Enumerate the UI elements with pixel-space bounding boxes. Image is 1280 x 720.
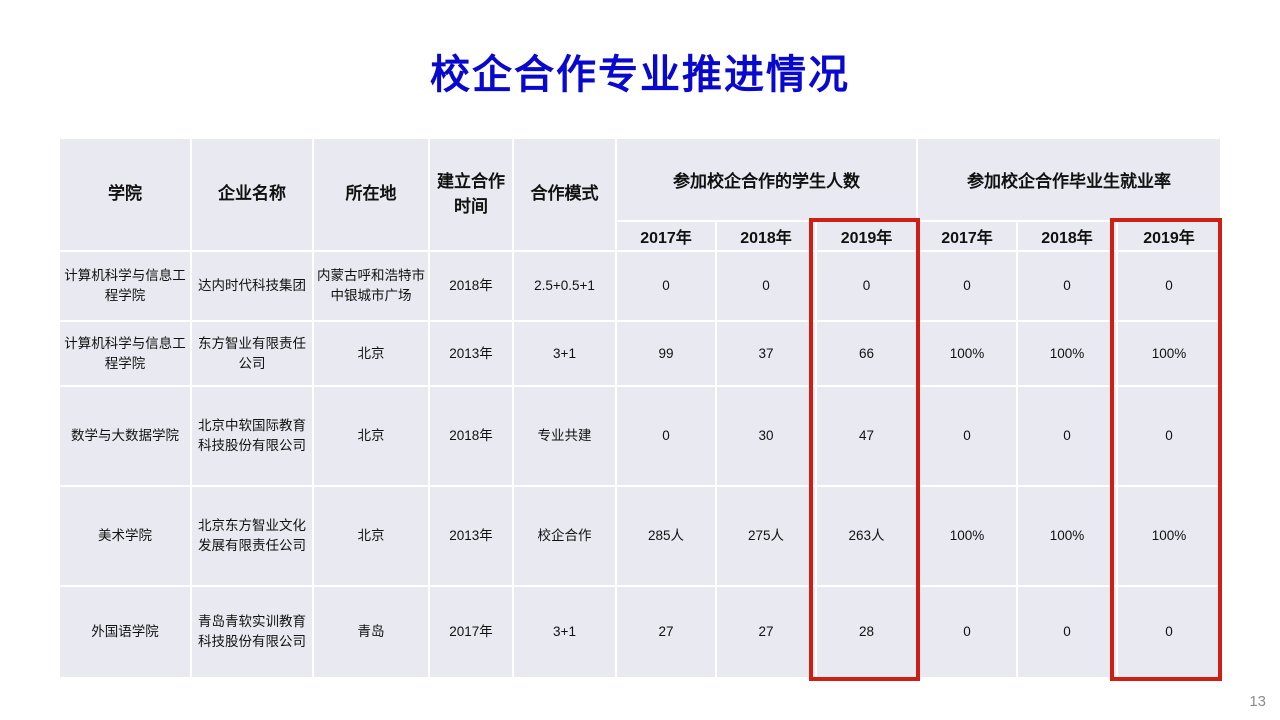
table-header: 学院 企业名称 所在地 建立合作时间 合作模式 参加校企合作的学生人数 参加校企… bbox=[58, 137, 1223, 252]
cell-employment-2019: 0 bbox=[1116, 385, 1223, 487]
table-row: 计算机科学与信息工程学院 东方智业有限责任公司 北京 2013年 3+1 99 … bbox=[58, 320, 1223, 387]
cell-employment-2018: 0 bbox=[1016, 585, 1119, 679]
cell-students-2018: 30 bbox=[715, 385, 817, 487]
cell-students-2019: 47 bbox=[814, 385, 919, 487]
col-header-college: 学院 bbox=[58, 137, 192, 252]
cell-employment-2019: 0 bbox=[1116, 250, 1223, 322]
cell-students-2018: 27 bbox=[715, 585, 817, 679]
cell-company: 北京中软国际教育科技股份有限公司 bbox=[190, 385, 314, 487]
cell-employment-2017: 0 bbox=[916, 585, 1019, 679]
cell-start-time: 2013年 bbox=[428, 485, 514, 587]
cell-company: 东方智业有限责任公司 bbox=[190, 320, 314, 387]
cell-start-time: 2018年 bbox=[428, 250, 514, 322]
col-header-location: 所在地 bbox=[312, 137, 430, 252]
cell-employment-2019: 100% bbox=[1116, 485, 1223, 587]
table-row: 外国语学院 青岛青软实训教育科技股份有限公司 青岛 2017年 3+1 27 2… bbox=[58, 585, 1223, 679]
cell-students-2019: 28 bbox=[814, 585, 919, 679]
year-header-employment-2017: 2017年 bbox=[916, 220, 1019, 252]
group-header-employment: 参加校企合作毕业生就业率 bbox=[916, 137, 1223, 222]
cell-mode: 3+1 bbox=[512, 585, 617, 679]
cell-college: 计算机科学与信息工程学院 bbox=[58, 250, 192, 322]
year-header-employment-2018: 2018年 bbox=[1016, 220, 1119, 252]
cell-location: 北京 bbox=[312, 385, 430, 487]
col-header-start-time: 建立合作时间 bbox=[428, 137, 514, 252]
cell-start-time: 2017年 bbox=[428, 585, 514, 679]
cell-company: 达内时代科技集团 bbox=[190, 250, 314, 322]
page-number: 13 bbox=[1249, 693, 1266, 710]
cell-students-2017: 27 bbox=[615, 585, 717, 679]
cell-employment-2019: 100% bbox=[1116, 320, 1223, 387]
table-row: 计算机科学与信息工程学院 达内时代科技集团 内蒙古呼和浩特市中银城市广场 201… bbox=[58, 250, 1223, 322]
year-header-students-2017: 2017年 bbox=[615, 220, 717, 252]
cell-employment-2018: 100% bbox=[1016, 320, 1119, 387]
col-header-mode: 合作模式 bbox=[512, 137, 617, 252]
cell-employment-2018: 0 bbox=[1016, 250, 1119, 322]
cell-students-2018: 275人 bbox=[715, 485, 817, 587]
cell-college: 外国语学院 bbox=[58, 585, 192, 679]
year-header-students-2019: 2019年 bbox=[814, 220, 919, 252]
cell-employment-2019: 0 bbox=[1116, 585, 1223, 679]
cell-employment-2018: 100% bbox=[1016, 485, 1119, 587]
cell-students-2017: 0 bbox=[615, 250, 717, 322]
cell-start-time: 2013年 bbox=[428, 320, 514, 387]
cooperation-table: 学院 企业名称 所在地 建立合作时间 合作模式 参加校企合作的学生人数 参加校企… bbox=[58, 137, 1223, 679]
year-header-employment-2019: 2019年 bbox=[1116, 220, 1223, 252]
table-row: 美术学院 北京东方智业文化发展有限责任公司 北京 2013年 校企合作 285人… bbox=[58, 485, 1223, 587]
cell-college: 数学与大数据学院 bbox=[58, 385, 192, 487]
cell-students-2019: 263人 bbox=[814, 485, 919, 587]
cell-location: 北京 bbox=[312, 485, 430, 587]
col-header-company: 企业名称 bbox=[190, 137, 314, 252]
cell-students-2018: 0 bbox=[715, 250, 817, 322]
cell-location: 北京 bbox=[312, 320, 430, 387]
slide-title: 校企合作专业推进情况 bbox=[430, 53, 850, 97]
year-header-students-2018: 2018年 bbox=[715, 220, 817, 252]
cell-students-2017: 99 bbox=[615, 320, 717, 387]
cell-employment-2017: 100% bbox=[916, 320, 1019, 387]
cell-employment-2018: 0 bbox=[1016, 385, 1119, 487]
group-header-students: 参加校企合作的学生人数 bbox=[614, 137, 919, 222]
cell-mode: 3+1 bbox=[512, 320, 617, 387]
cell-students-2017: 285人 bbox=[615, 485, 717, 587]
cell-mode: 专业共建 bbox=[512, 385, 617, 487]
cell-location: 青岛 bbox=[312, 585, 430, 679]
cell-company: 北京东方智业文化发展有限责任公司 bbox=[190, 485, 314, 587]
cell-mode: 校企合作 bbox=[512, 485, 617, 587]
cell-employment-2017: 0 bbox=[916, 385, 1019, 487]
cell-students-2018: 37 bbox=[715, 320, 817, 387]
cell-college: 美术学院 bbox=[58, 485, 192, 587]
cell-students-2019: 0 bbox=[814, 250, 919, 322]
table-body: 计算机科学与信息工程学院 达内时代科技集团 内蒙古呼和浩特市中银城市广场 201… bbox=[58, 250, 1223, 679]
cell-company: 青岛青软实训教育科技股份有限公司 bbox=[190, 585, 314, 679]
cell-students-2017: 0 bbox=[615, 385, 717, 487]
cell-location: 内蒙古呼和浩特市中银城市广场 bbox=[312, 250, 430, 322]
cell-college: 计算机科学与信息工程学院 bbox=[58, 320, 192, 387]
table-row: 数学与大数据学院 北京中软国际教育科技股份有限公司 北京 2018年 专业共建 … bbox=[58, 385, 1223, 487]
cell-students-2019: 66 bbox=[814, 320, 919, 387]
cell-employment-2017: 0 bbox=[916, 250, 1019, 322]
cell-employment-2017: 100% bbox=[916, 485, 1019, 587]
cell-start-time: 2018年 bbox=[428, 385, 514, 487]
cell-mode: 2.5+0.5+1 bbox=[512, 250, 617, 322]
